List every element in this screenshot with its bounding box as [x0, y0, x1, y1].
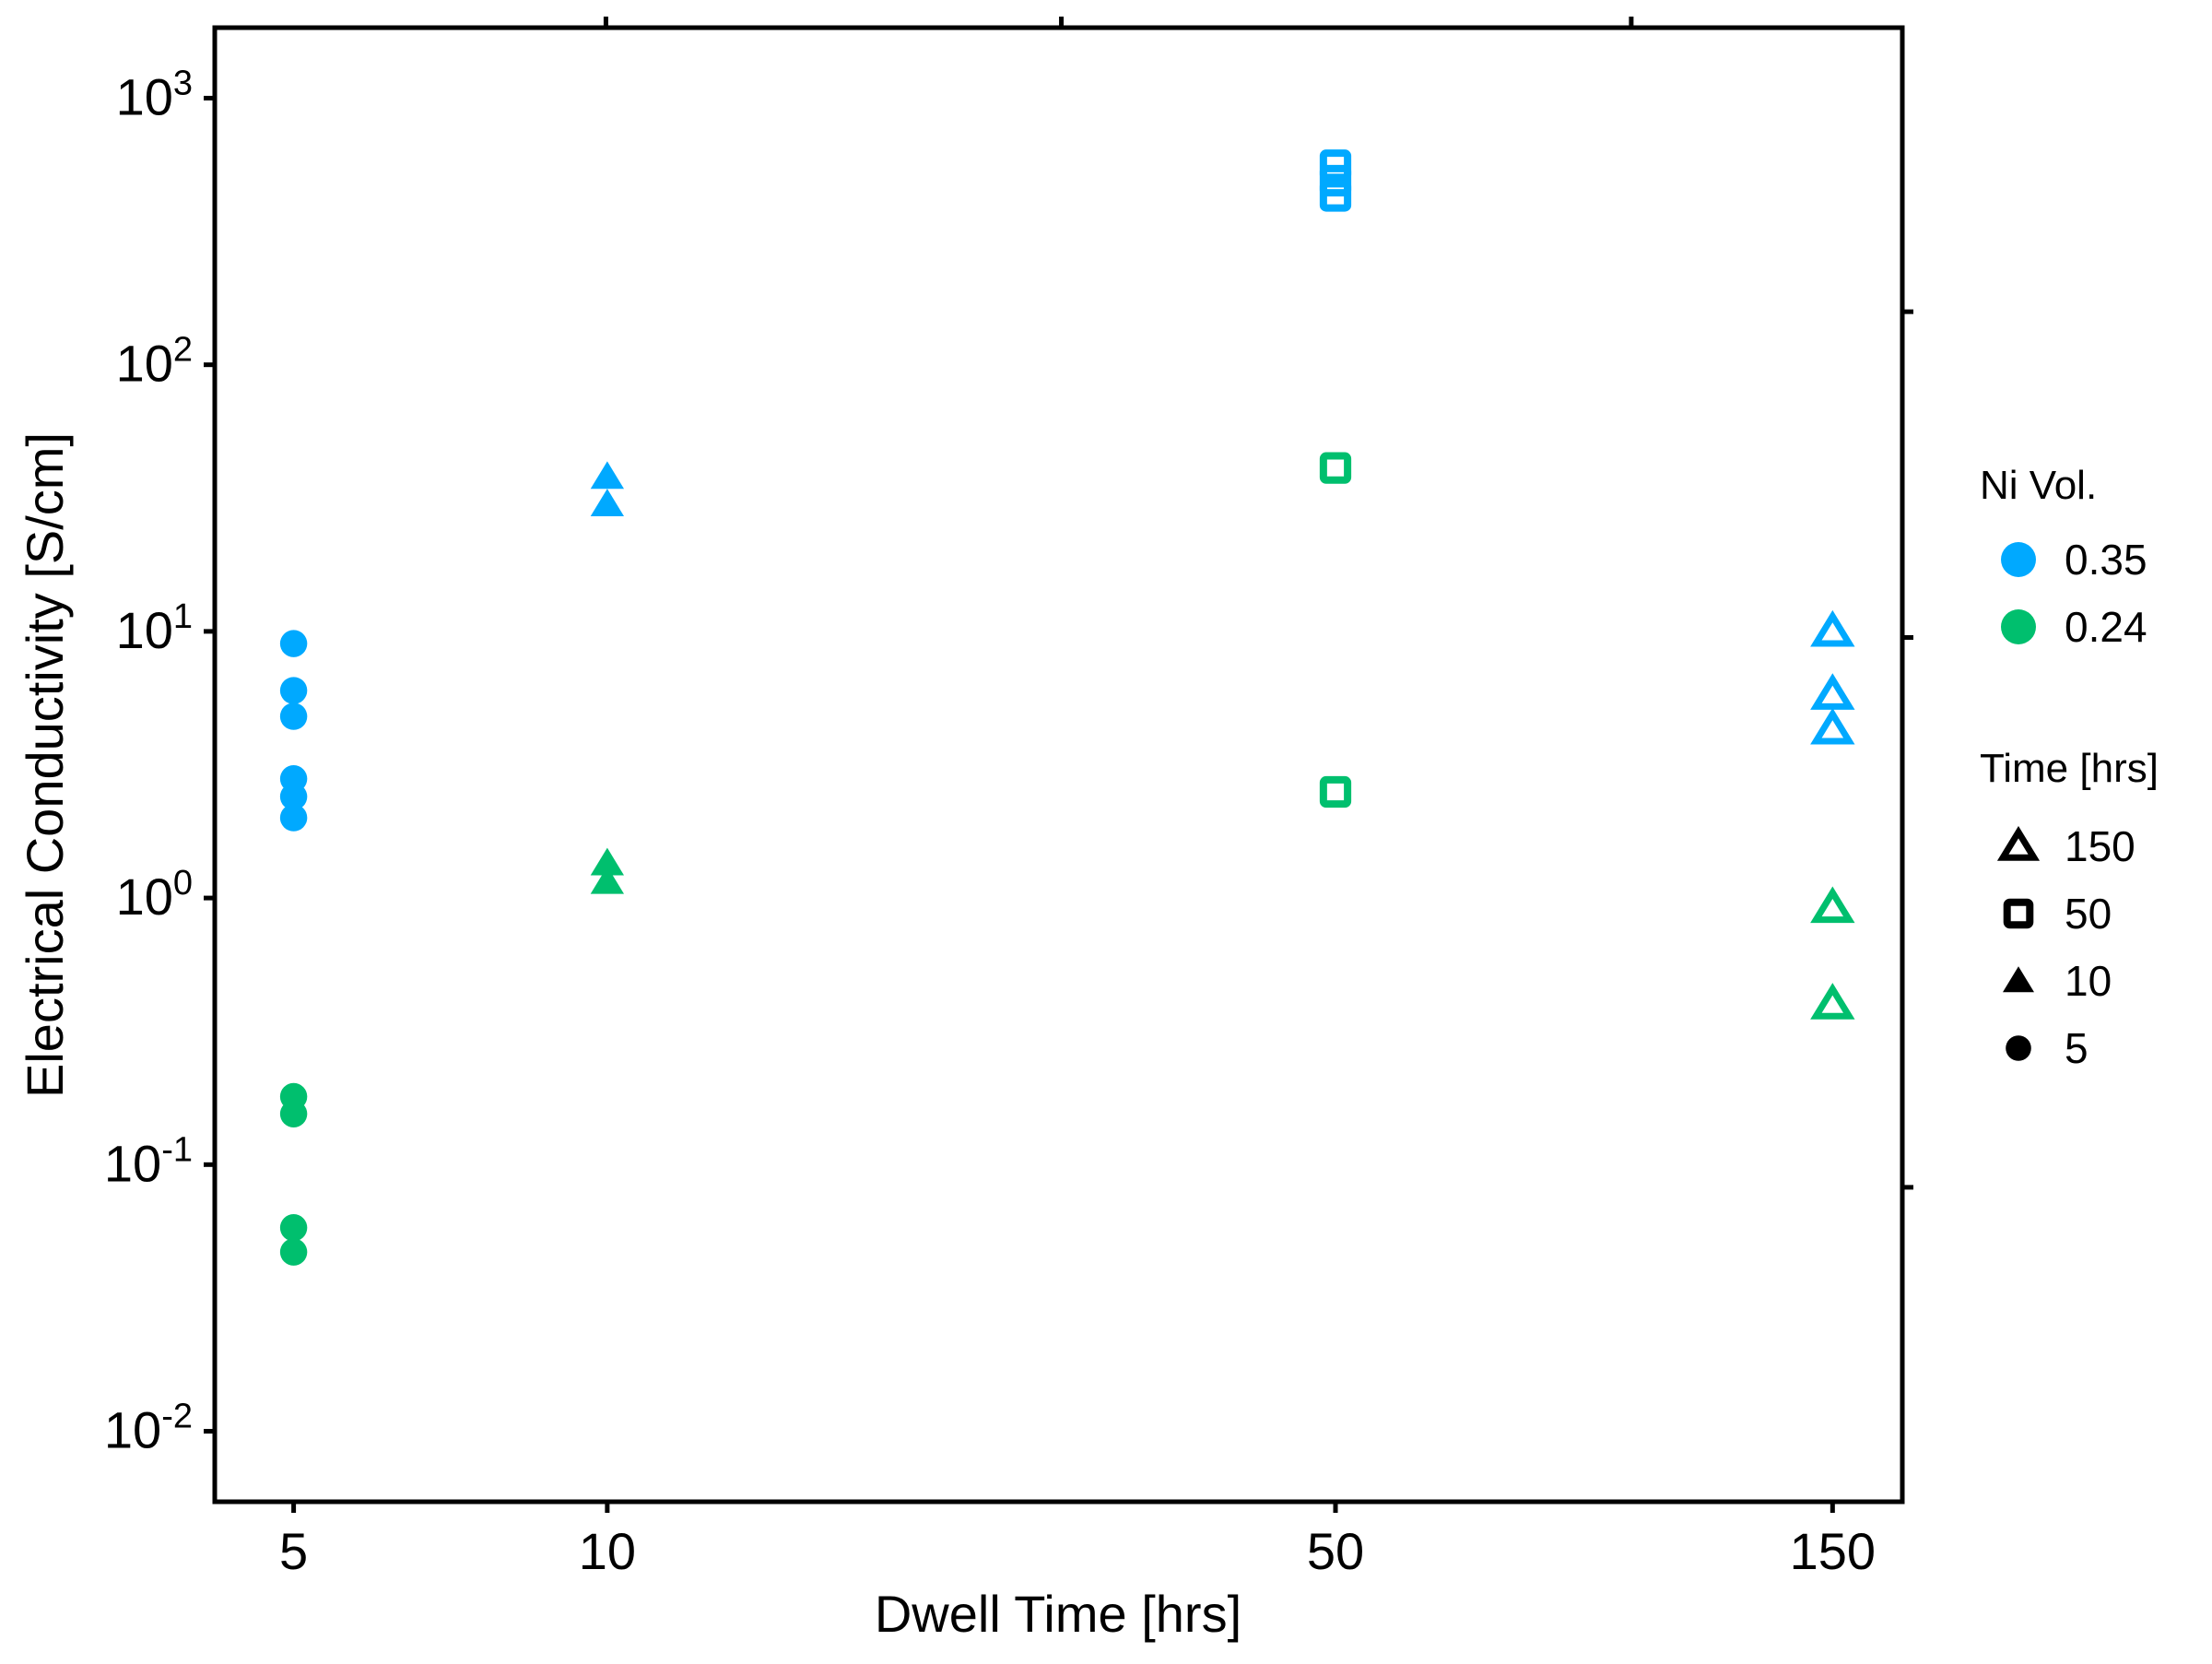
y-tick-label-exponent: -1 [161, 1130, 193, 1169]
y-tick-label-exponent: 3 [173, 64, 193, 102]
data-point [1810, 886, 1855, 924]
data-point [1810, 707, 1855, 745]
legend-shape-key [2006, 1035, 2031, 1061]
data-point [1810, 673, 1855, 710]
data-points [279, 149, 1855, 1266]
y-tick-label-exponent: 1 [173, 597, 193, 636]
legend-shape-label: 150 [2065, 822, 2136, 870]
data-point [279, 1214, 308, 1242]
data-point [279, 783, 308, 810]
legend-shape-key [2002, 966, 2035, 993]
x-tick-label: 150 [1790, 1522, 1876, 1580]
data-point [279, 1100, 308, 1127]
legend-title-color: Ni Vol. [1980, 463, 2097, 508]
legend-title-shape: Time [hrs] [1980, 746, 2159, 791]
y-tick-label-base: 10 [104, 1134, 161, 1192]
y-tick-label-base: 10 [104, 1401, 161, 1459]
data-point [590, 866, 625, 894]
x-axis-title: Dwell Time [hrs] [875, 1585, 1241, 1643]
data-point [1319, 452, 1352, 484]
legend-color-key [2001, 609, 2036, 644]
data-point [1319, 149, 1352, 182]
data-point [590, 461, 625, 490]
y-tick-label: 10-2 [104, 1398, 193, 1459]
legend-shape-key [1996, 825, 2041, 861]
legend-color-label: 0.35 [2065, 536, 2147, 584]
data-point [1810, 983, 1855, 1020]
legend-color-key [2001, 542, 2036, 577]
legend-shape-label: 5 [2065, 1024, 2088, 1072]
legend-shape-label: 10 [2065, 957, 2112, 1005]
legend-shape-label: 50 [2065, 890, 2112, 938]
y-tick-label: 101 [116, 597, 193, 659]
x-tick-label: 5 [279, 1522, 308, 1580]
x-tick-label: 10 [579, 1522, 636, 1580]
data-point [1810, 609, 1855, 647]
data-point [279, 677, 308, 704]
data-point [1319, 775, 1352, 808]
y-tick-label-exponent: 0 [173, 864, 193, 903]
legend-shape-key [2003, 898, 2034, 929]
y-tick-label-base: 10 [116, 335, 173, 393]
data-point [279, 804, 308, 832]
data-point [590, 489, 625, 516]
y-tick-label: 103 [116, 64, 193, 125]
plot-border [212, 25, 1905, 1505]
y-tick-label: 10-1 [104, 1130, 193, 1192]
y-tick-label-base: 10 [116, 67, 173, 125]
legend: Ni Vol. 0.35 0.24 Time [hrs] 150 50 10 5 [1980, 463, 2159, 1072]
data-point [590, 847, 625, 876]
data-point [1319, 180, 1352, 212]
y-tick-label: 100 [116, 864, 193, 926]
y-tick-label-exponent: -2 [161, 1398, 193, 1436]
x-tick-label: 50 [1307, 1522, 1364, 1580]
y-axis-title: Electrical Conductivity [S/cm] [16, 432, 74, 1098]
legend-color-label: 0.24 [2065, 603, 2147, 651]
y-tick-label-base: 10 [116, 601, 173, 659]
data-point [279, 630, 308, 657]
y-tick-label-exponent: 2 [173, 331, 193, 370]
data-point [279, 702, 308, 730]
y-tick-label: 102 [116, 331, 193, 393]
data-point [279, 1238, 308, 1266]
y-tick-label-base: 10 [116, 867, 173, 926]
